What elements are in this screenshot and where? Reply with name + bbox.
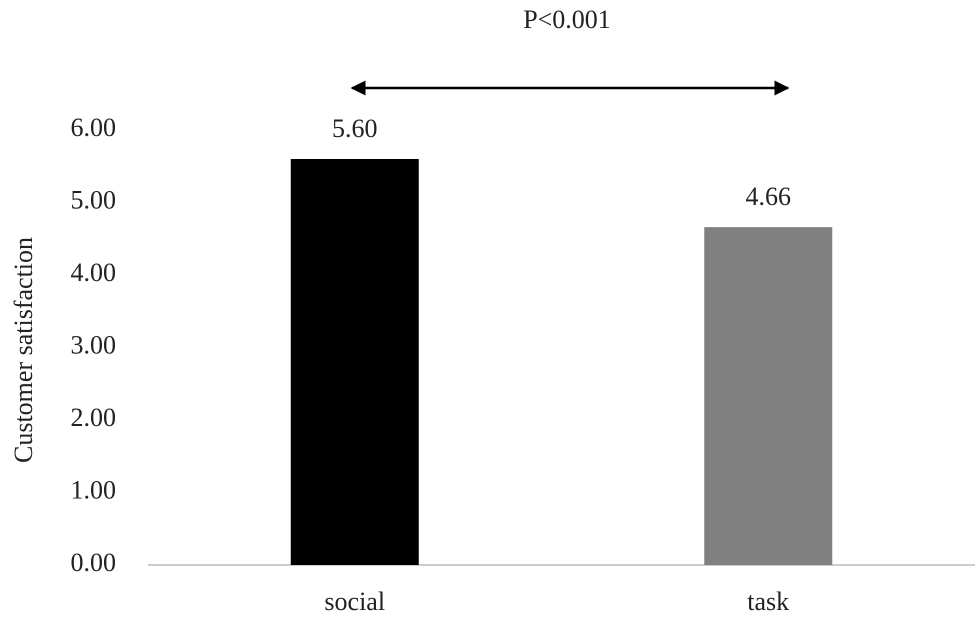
y-tick-label: 4.00 xyxy=(71,258,117,287)
value-label: 5.60 xyxy=(332,114,378,143)
x-tick-label: task xyxy=(747,587,789,616)
value-label: 4.66 xyxy=(746,182,792,211)
y-axis-label: Customer satisfaction xyxy=(9,237,38,463)
y-tick-label: 3.00 xyxy=(71,330,117,359)
bar xyxy=(290,159,419,565)
x-tick-label: social xyxy=(324,587,385,616)
y-tick-label: 5.00 xyxy=(71,185,117,214)
annotation: P<0.001 xyxy=(523,5,611,34)
bar xyxy=(704,227,833,565)
y-tick-label: 0.00 xyxy=(71,548,117,577)
y-tick-label: 1.00 xyxy=(71,475,117,504)
y-tick-label: 2.00 xyxy=(71,403,117,432)
y-tick-label: 6.00 xyxy=(71,113,117,142)
